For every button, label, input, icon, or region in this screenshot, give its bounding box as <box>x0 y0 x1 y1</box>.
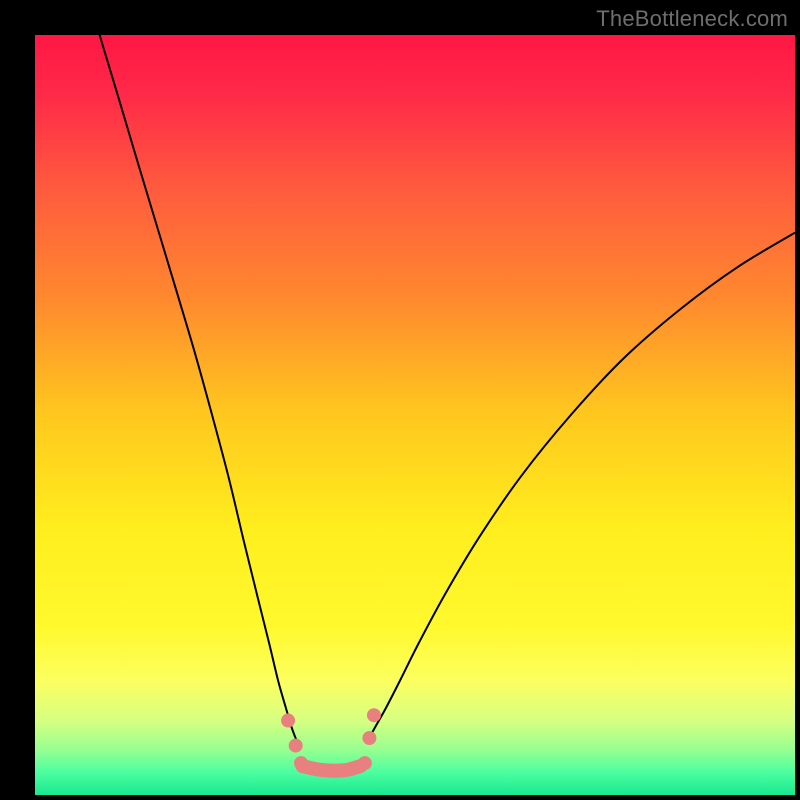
salmon-dot <box>289 739 303 753</box>
bottleneck-curve <box>35 35 795 795</box>
right-curve <box>368 233 795 741</box>
salmon-dot <box>281 714 295 728</box>
salmon-dot <box>367 708 381 722</box>
salmon-dot <box>294 756 308 770</box>
salmon-dot <box>362 731 376 745</box>
salmon-floor-stroke <box>303 766 361 771</box>
left-curve <box>100 35 297 740</box>
watermark-text: TheBottleneck.com <box>596 6 788 32</box>
chart-area <box>35 35 795 795</box>
salmon-dot <box>358 756 372 770</box>
